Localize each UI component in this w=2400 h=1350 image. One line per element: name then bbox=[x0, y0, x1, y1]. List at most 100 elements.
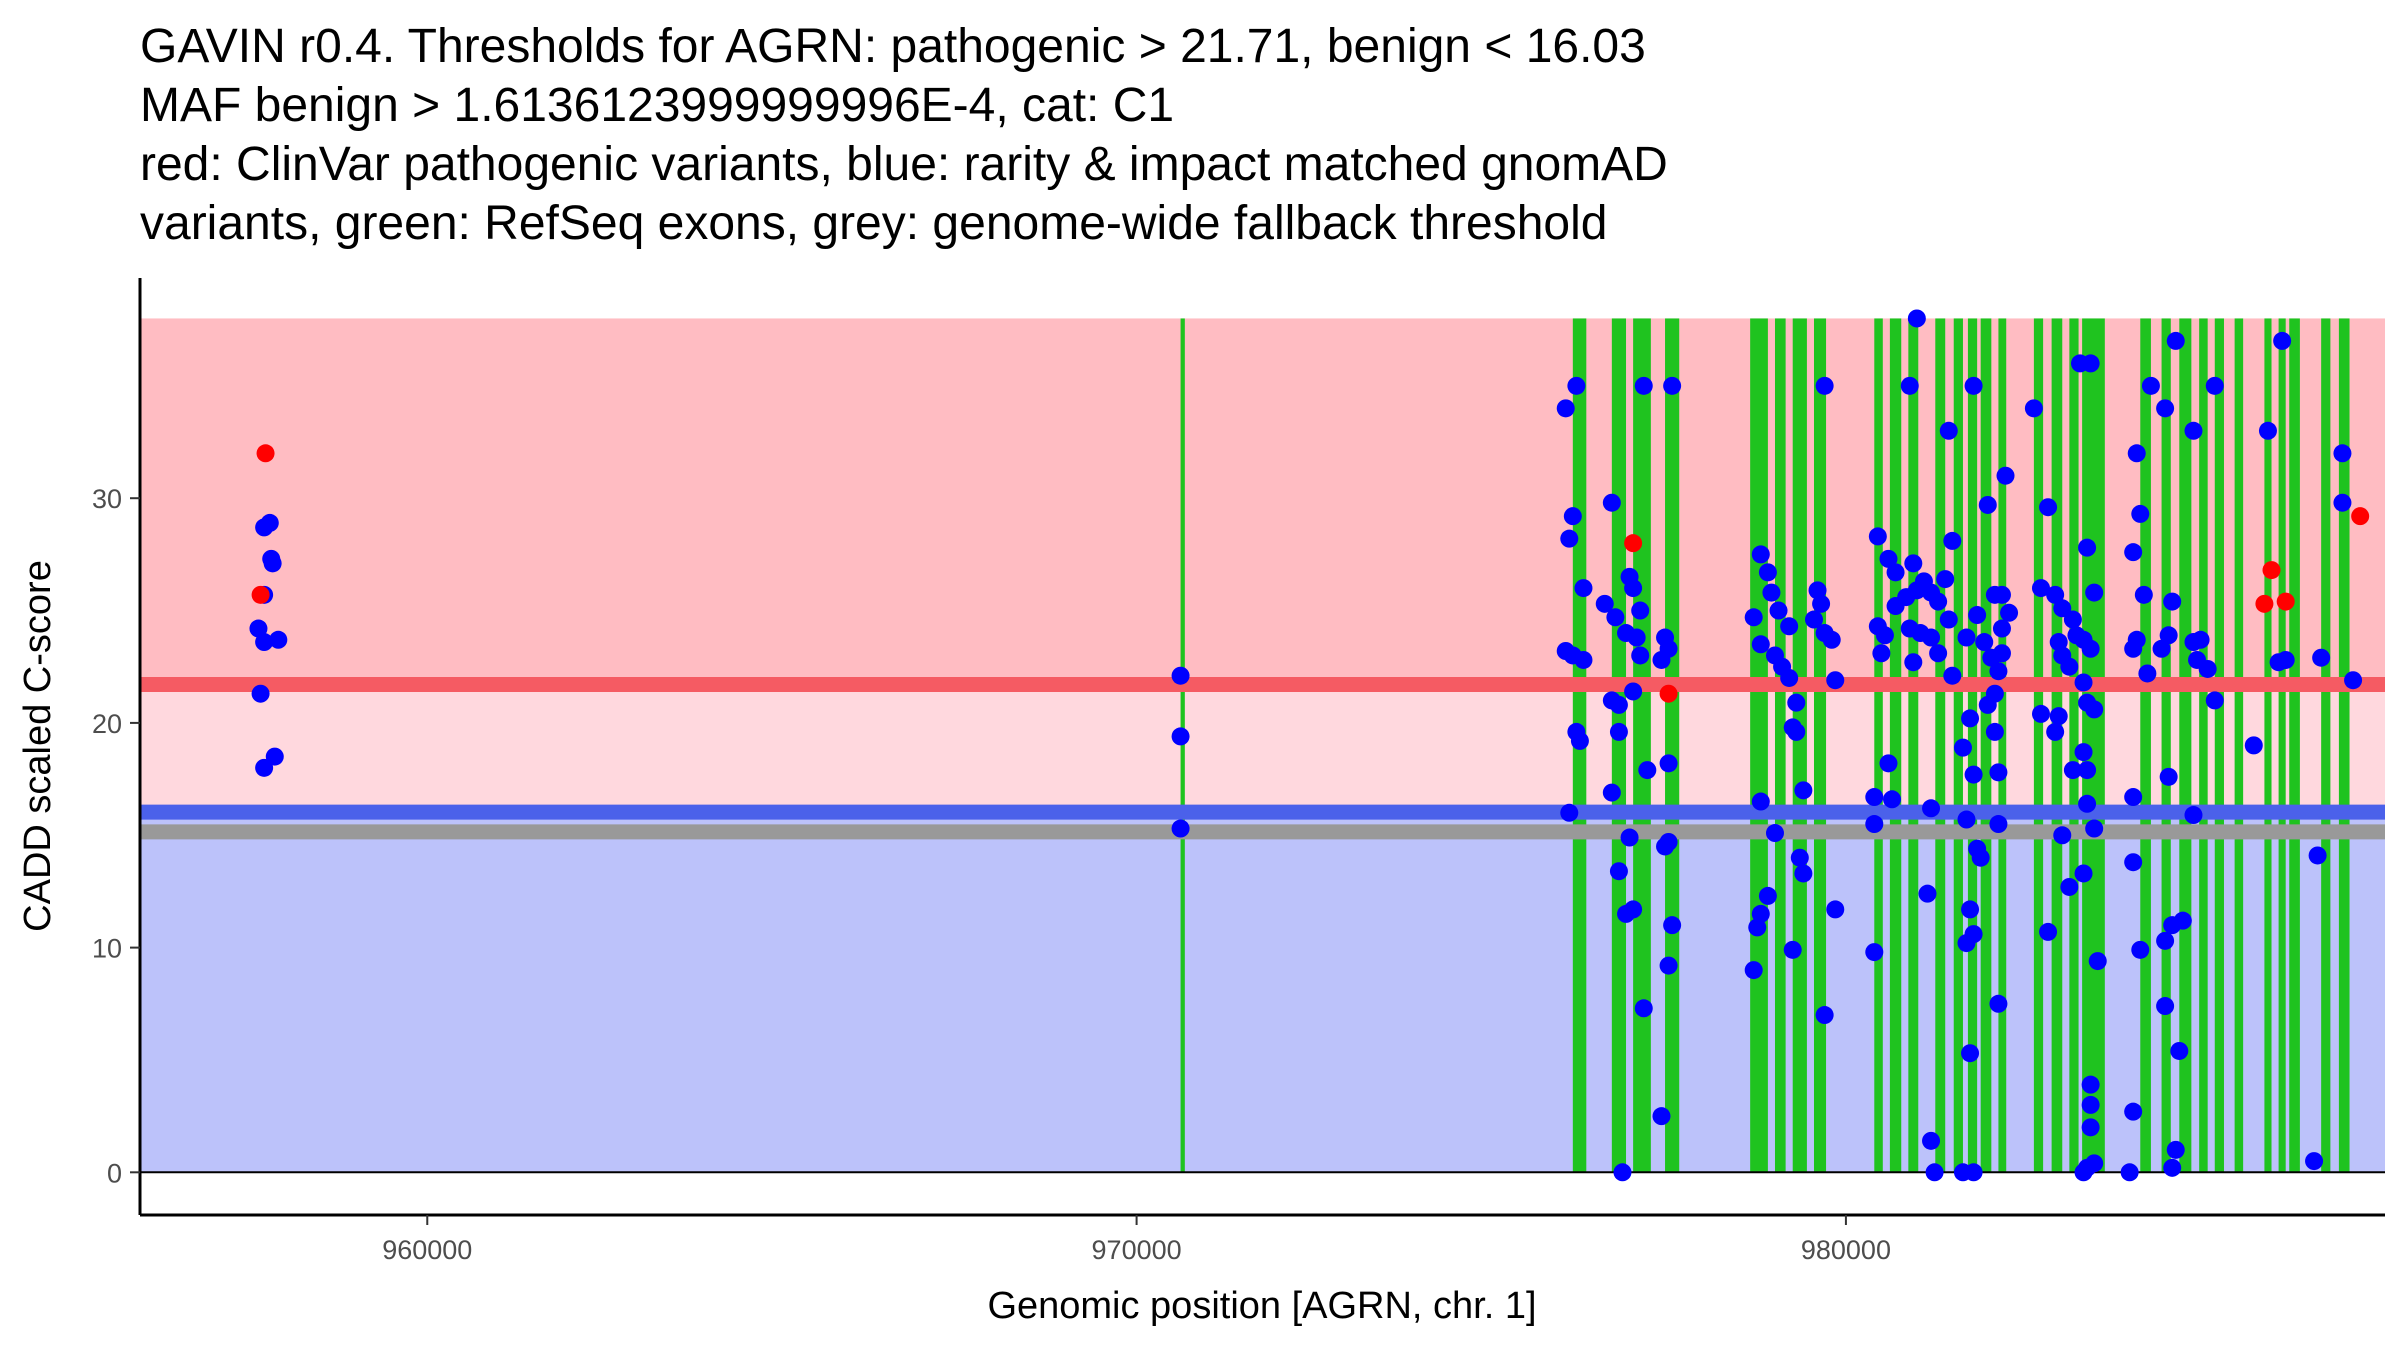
exon-bar-31 bbox=[2321, 318, 2331, 1173]
gnomad-point bbox=[2031, 579, 2050, 598]
refseq-exons bbox=[1180, 318, 2350, 1173]
gnomad-point bbox=[1808, 581, 1827, 600]
gnomad-point bbox=[1790, 848, 1809, 867]
exon-bar-12 bbox=[1908, 318, 1919, 1173]
gnomad-point bbox=[1620, 828, 1639, 847]
gnomad-point bbox=[2131, 504, 2150, 523]
gnomad-point bbox=[1964, 1163, 1983, 1182]
clinvar-point bbox=[251, 585, 270, 604]
gnomad-point bbox=[1627, 628, 1646, 647]
exon-bar-4 bbox=[1633, 318, 1651, 1173]
gnomad-point bbox=[1762, 583, 1781, 602]
gnomad-point bbox=[2269, 653, 2288, 672]
gnomad-point bbox=[2244, 736, 2263, 755]
gnomad-point bbox=[1631, 601, 1650, 620]
x-axis-title: Genomic position [AGRN, chr. 1] bbox=[987, 1285, 1536, 1327]
exon-bar-13 bbox=[1935, 318, 1946, 1173]
gnomad-point bbox=[2156, 931, 2175, 950]
exon-bar-32 bbox=[2338, 318, 2350, 1173]
gnomad-point bbox=[1943, 531, 1962, 550]
gnomad-point bbox=[2046, 722, 2065, 741]
title-line-1: GAVIN r0.4. Thresholds for AGRN: pathoge… bbox=[140, 20, 1646, 73]
title-line-3: red: ClinVar pathogenic variants, blue: … bbox=[140, 138, 1668, 191]
gnomad-point bbox=[1624, 579, 1643, 598]
variant-points bbox=[249, 309, 2370, 1182]
gnomad-point bbox=[1556, 399, 1575, 418]
chart-title: GAVIN r0.4. Thresholds for AGRN: pathoge… bbox=[140, 20, 1668, 250]
gnomad-point bbox=[1787, 693, 1806, 712]
gnomad-point bbox=[1751, 635, 1770, 654]
gnomad-point bbox=[1624, 682, 1643, 701]
gnomad-point bbox=[2312, 648, 2331, 667]
gnomad-point bbox=[1595, 594, 1614, 613]
gnomad-point bbox=[1171, 727, 1190, 746]
gnomad-point bbox=[260, 513, 279, 532]
gnomad-point bbox=[2024, 399, 2043, 418]
gnomad-point bbox=[1886, 563, 1905, 582]
gnomad-point bbox=[2163, 592, 2182, 611]
gnomad-point bbox=[249, 619, 268, 638]
gnomad-point bbox=[1563, 507, 1582, 526]
gnomad-point bbox=[1659, 832, 1678, 851]
gnomad-point bbox=[2273, 331, 2292, 350]
gnomad-point bbox=[1826, 900, 1845, 919]
gnomad-point bbox=[2141, 376, 2160, 395]
gnomad-point bbox=[1751, 545, 1770, 564]
gnomad-point bbox=[269, 630, 288, 649]
gnomad-point bbox=[1922, 628, 1941, 647]
gnomad-point bbox=[2138, 664, 2157, 683]
y-axis-title: CADD scaled C-score bbox=[17, 560, 59, 932]
gnomad-point bbox=[1875, 626, 1894, 645]
x-tick-label: 970000 bbox=[1092, 1235, 1182, 1265]
exon-bar-18 bbox=[2033, 318, 2044, 1173]
gnomad-point bbox=[2131, 940, 2150, 959]
exon-bar-10 bbox=[1874, 318, 1883, 1173]
x-tick-label: 960000 bbox=[382, 1235, 472, 1265]
gnomad-point bbox=[2333, 493, 2352, 512]
gnomad-point bbox=[1996, 466, 2015, 485]
gnomad-point bbox=[2163, 1158, 2182, 1177]
exon-bar-20 bbox=[2069, 318, 2079, 1173]
gnomad-point bbox=[1992, 585, 2011, 604]
gnomad-point bbox=[2184, 633, 2203, 652]
gnomad-point bbox=[1922, 799, 1941, 818]
gnomad-point bbox=[1957, 810, 1976, 829]
gnomad-point bbox=[1925, 1163, 1944, 1182]
gnomad-point bbox=[1751, 904, 1770, 923]
clinvar-point bbox=[2276, 592, 2295, 611]
gnomad-point bbox=[1897, 588, 1916, 607]
gnomad-point bbox=[1659, 956, 1678, 975]
gnomad-point bbox=[2120, 1163, 2139, 1182]
gnomad-point bbox=[1617, 904, 1636, 923]
gnomad-point bbox=[2258, 421, 2277, 440]
gnomad-point bbox=[2124, 1102, 2143, 1121]
clinvar-point bbox=[2255, 594, 2274, 613]
gnomad-point bbox=[1602, 783, 1621, 802]
gnomad-point bbox=[1652, 1107, 1671, 1126]
exon-bar-5 bbox=[1665, 318, 1680, 1173]
gnomad-point bbox=[2081, 1118, 2100, 1137]
gnomad-point bbox=[2305, 1152, 2324, 1171]
gnomad-point bbox=[1815, 1006, 1834, 1025]
gnomad-point bbox=[2046, 585, 2065, 604]
exon-bar-15 bbox=[1967, 318, 1978, 1173]
gnomad-point bbox=[1171, 819, 1190, 838]
benign-region bbox=[140, 812, 2385, 1173]
gnomad-point bbox=[1865, 815, 1884, 834]
gnomad-point bbox=[1879, 754, 1898, 773]
gnomad-point bbox=[1992, 644, 2011, 663]
exon-bar-30 bbox=[2289, 318, 2300, 1173]
gnomad-point bbox=[1953, 738, 1972, 757]
gnomad-point bbox=[2049, 707, 2068, 726]
threshold-regions bbox=[140, 318, 2385, 1173]
gnomad-point bbox=[1780, 668, 1799, 687]
gnomad-point bbox=[2159, 767, 2178, 786]
gnomad-point bbox=[1929, 592, 1948, 611]
gnomad-point bbox=[2060, 877, 2079, 896]
gnomad-point bbox=[1794, 864, 1813, 883]
clinvar-point bbox=[256, 444, 275, 463]
gnomad-point bbox=[1900, 376, 1919, 395]
exon-bar-8 bbox=[1792, 318, 1807, 1173]
gnomad-point bbox=[1758, 886, 1777, 905]
gnomad-point bbox=[1794, 781, 1813, 800]
